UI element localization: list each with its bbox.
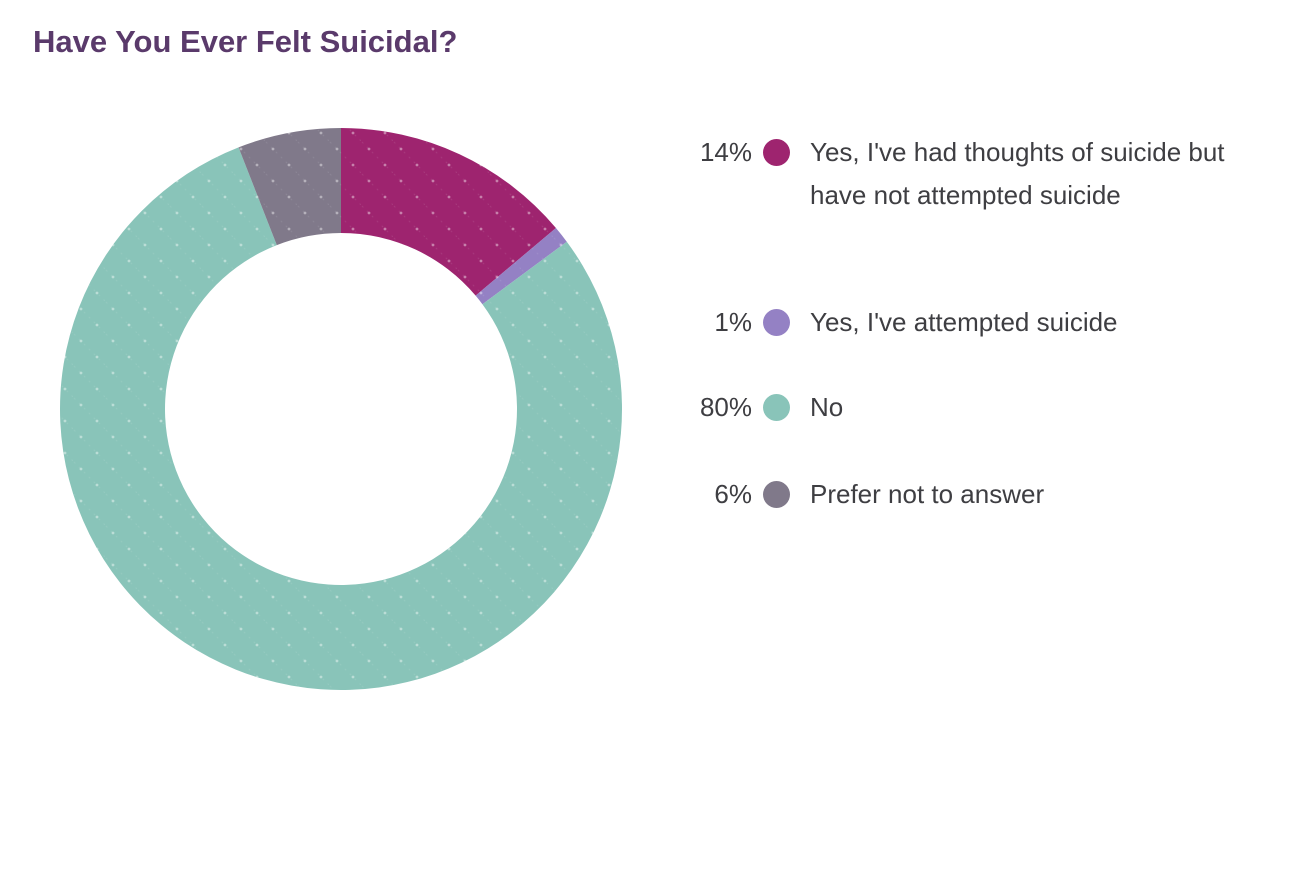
legend-percent: 1% (714, 307, 752, 337)
legend-item-thoughts: 14% Yes, I've had thoughts of suicide bu… (690, 131, 1250, 217)
legend-percent: 14% (699, 137, 752, 167)
legend-item-attempted: 1% Yes, I've attempted suicide (690, 301, 1118, 344)
legend-label: No (810, 392, 844, 422)
page-title: Have You Ever Felt Suicidal? (33, 24, 458, 59)
legend-label: Prefer not to answer (810, 479, 1045, 509)
legend-swatch-icon (763, 394, 790, 421)
legend-swatch-icon (763, 481, 790, 508)
legend-percent: 80% (699, 392, 752, 422)
donut-chart (41, 109, 641, 709)
legend-swatch-icon (763, 139, 790, 166)
legend-item-prefer-not: 6% Prefer not to answer (690, 473, 1044, 516)
legend-percent: 6% (714, 479, 752, 509)
legend-swatch-icon (763, 309, 790, 336)
donut-svg (59, 128, 622, 691)
donut-texture-overlay (60, 128, 622, 690)
legend-item-no: 80% No (690, 386, 843, 429)
legend-label: Yes, I've attempted suicide (810, 307, 1118, 337)
legend-label: Yes, I've had thoughts of suicide but ha… (810, 137, 1225, 210)
